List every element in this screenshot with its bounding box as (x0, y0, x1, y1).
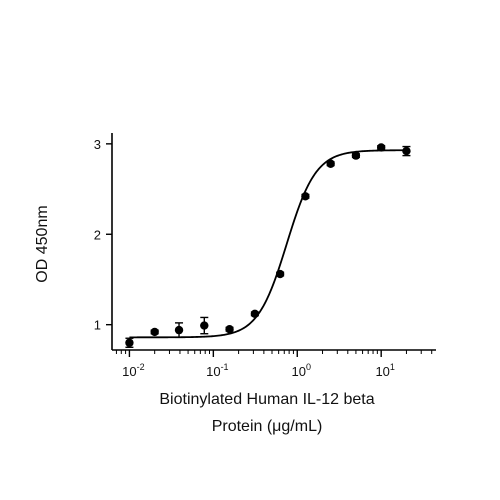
axes (111, 133, 436, 351)
data-points (125, 143, 411, 347)
x-tick-label-1: 10-1 (206, 362, 228, 379)
data-point-0 (125, 338, 134, 347)
data-point-5 (250, 309, 260, 319)
data-point-10 (376, 143, 386, 152)
x-axis-label-line-1: Biotinylated Human IL-12 beta (159, 391, 374, 408)
data-point-3 (200, 321, 209, 330)
y-tick-label-0: 1 (94, 318, 101, 333)
y-tick-label-1: 2 (94, 227, 101, 242)
error-bars (125, 144, 411, 348)
data-point-7 (301, 192, 310, 201)
axis-labels: OD 450nm Biotinylated Human IL-12 beta P… (34, 205, 375, 435)
data-point-2 (174, 325, 184, 335)
x-tick-label-2: 100 (292, 362, 311, 379)
data-point-9 (351, 151, 361, 160)
fit-curve (129, 149, 407, 339)
y-axis-label: OD 450nm (34, 205, 51, 282)
y-tick-label-2: 3 (94, 137, 101, 152)
data-point-4 (225, 325, 234, 334)
x-tick-label-0: 10-2 (122, 362, 144, 379)
x-axis-label-line-2: Protein (μg/mL) (212, 418, 323, 435)
data-point-8 (326, 159, 335, 168)
data-point-1 (150, 327, 159, 337)
data-point-11 (402, 146, 411, 156)
fit-curve-group (129, 149, 407, 339)
data-point-6 (275, 269, 285, 279)
x-tick-label-3: 101 (375, 362, 394, 379)
ticks: 1 2 3 10-2 10-1 100 101 (94, 137, 433, 379)
